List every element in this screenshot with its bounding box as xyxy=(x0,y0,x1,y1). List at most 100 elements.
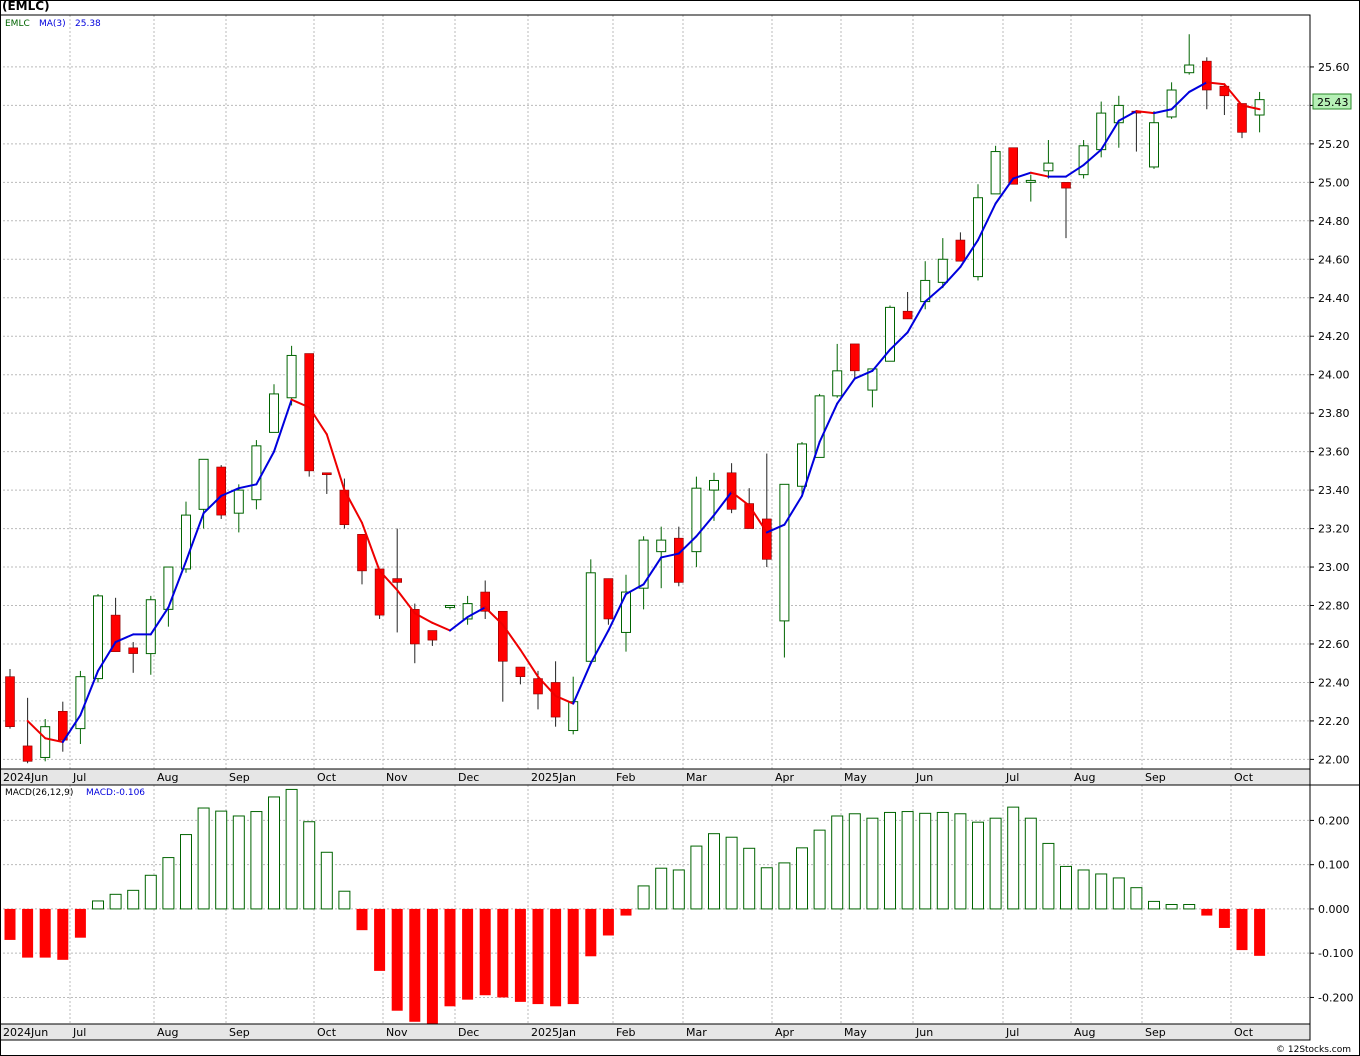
macd-bar-negative xyxy=(1254,908,1266,956)
ma-segment xyxy=(730,491,751,507)
candle-body-up xyxy=(163,566,174,610)
price-tick-label: 25.00 xyxy=(1318,176,1350,189)
macd-xaxis-label: Jul xyxy=(72,1026,86,1039)
price-legend-symbol: EMLC xyxy=(5,19,30,29)
ma-segment xyxy=(783,494,803,526)
ma-segment xyxy=(607,592,627,632)
macd-bar-positive xyxy=(1042,842,1055,910)
ma-segment xyxy=(625,583,645,595)
candle-body-up xyxy=(445,605,455,608)
ma-segment xyxy=(114,633,135,644)
price-tick-label: 22.40 xyxy=(1318,676,1350,689)
ma-segment xyxy=(572,662,592,705)
price-tick-label: 24.80 xyxy=(1318,215,1350,228)
candle-body-down xyxy=(673,537,684,583)
candle-body-down xyxy=(761,518,772,560)
ma-segment xyxy=(149,606,170,636)
macd-xaxis-label: Feb xyxy=(616,1026,635,1039)
candle-body-up xyxy=(990,151,1001,195)
macd-bar-negative xyxy=(550,908,562,1007)
macd-xaxis-label: 2025Jan xyxy=(531,1026,576,1039)
macd-bar-positive xyxy=(884,811,896,910)
axis-labels: 22.00 22.20 22.40 22.60 22.80 23.00 23.20 23.40… xyxy=(3,61,1353,1039)
candle-body-down xyxy=(57,710,68,741)
price-xaxis-label: Nov xyxy=(386,771,408,784)
ma-segment xyxy=(906,300,927,334)
macd-xaxis-label: Jul xyxy=(1005,1026,1019,1039)
ma-segment xyxy=(501,623,522,651)
price-legend-ma-value: 25.38 xyxy=(75,19,101,29)
price-xaxis-label: 2025Jan xyxy=(531,771,576,784)
macd-bar-negative xyxy=(620,908,632,916)
macd-bar-positive xyxy=(1077,869,1090,910)
credit-text: © 12Stocks.com xyxy=(1276,1045,1351,1055)
price-tick-label: 24.00 xyxy=(1318,369,1350,382)
macd-bar-positive xyxy=(1183,904,1196,910)
candle-body-up xyxy=(656,539,667,553)
candle-body-down xyxy=(216,466,226,516)
macd-legend-value: MACD:-0.106 xyxy=(86,788,145,798)
candle-body-down xyxy=(550,682,561,718)
macd-bar-positive xyxy=(936,811,949,910)
ma-segment xyxy=(1082,148,1103,167)
candle-body-down xyxy=(321,472,332,476)
ma-segment xyxy=(1065,164,1085,178)
macd-bar-positive xyxy=(303,821,316,910)
macd-xaxis-label: Oct xyxy=(1234,1026,1254,1039)
candle-body-up xyxy=(973,197,983,278)
macd-bar-positive xyxy=(919,812,932,910)
macd-xaxis-label: Aug xyxy=(1074,1026,1095,1039)
macd-tick-label: -0.100 xyxy=(1318,947,1353,960)
ma-segment xyxy=(361,521,381,572)
price-tick-label: 24.20 xyxy=(1318,330,1350,343)
macd-bar-negative xyxy=(356,908,368,931)
macd-bar-positive xyxy=(1130,887,1143,910)
candle-body-up xyxy=(585,572,596,662)
macd-tick-label: 0.200 xyxy=(1318,814,1350,827)
ma-segment xyxy=(695,514,715,538)
price-tick-label: 25.60 xyxy=(1318,61,1350,74)
macd-bar-negative xyxy=(1201,908,1213,916)
price-xaxis-label: Feb xyxy=(616,771,635,784)
price-tick-label: 22.80 xyxy=(1318,600,1350,613)
macd-bar-positive xyxy=(1165,904,1178,910)
price-xaxis-label: Aug xyxy=(157,771,178,784)
candle-body-down xyxy=(128,647,138,654)
candle-body-up xyxy=(198,458,209,510)
ma-segment xyxy=(79,669,99,717)
macd-bar-positive xyxy=(725,836,738,910)
ma-segment xyxy=(519,648,539,678)
macd-bar-positive xyxy=(778,862,791,910)
macd-xaxis-label: Oct xyxy=(317,1026,337,1039)
macd-bar-positive xyxy=(813,829,826,910)
price-tick-label: 25.20 xyxy=(1318,138,1350,151)
ma-segment xyxy=(185,512,205,563)
ma-segment xyxy=(1188,81,1208,93)
ma-segment xyxy=(765,523,786,534)
macd-xaxis-label: Sep xyxy=(1145,1026,1166,1039)
macd-bar-negative xyxy=(602,908,614,936)
candle-body-up xyxy=(1254,99,1265,116)
ma-segment xyxy=(977,202,997,242)
candle-body-down xyxy=(603,578,614,620)
candle-body-down xyxy=(1237,103,1247,133)
ma-segment xyxy=(1170,90,1191,111)
candle-body-up xyxy=(1113,104,1124,124)
macd-bar-positive xyxy=(989,817,1002,910)
macd-bar-negative xyxy=(409,908,421,1022)
price-xaxis-band xyxy=(0,769,1310,785)
ma-segment xyxy=(1012,171,1032,180)
price-xaxis-label: Sep xyxy=(1145,771,1166,784)
macd-xaxis-label: Dec xyxy=(458,1026,479,1039)
macd-tick-label: 0.000 xyxy=(1318,903,1350,916)
ma-line xyxy=(26,81,1261,744)
macd-bar-negative xyxy=(1218,908,1230,928)
macd-bar-positive xyxy=(972,821,984,910)
ma-segment xyxy=(237,483,258,490)
ma-segment xyxy=(26,719,47,740)
macd-bar-negative xyxy=(39,908,51,958)
candle-body-up xyxy=(797,443,807,487)
last-price-box xyxy=(1312,93,1352,110)
macd-bar-negative xyxy=(462,908,474,1000)
